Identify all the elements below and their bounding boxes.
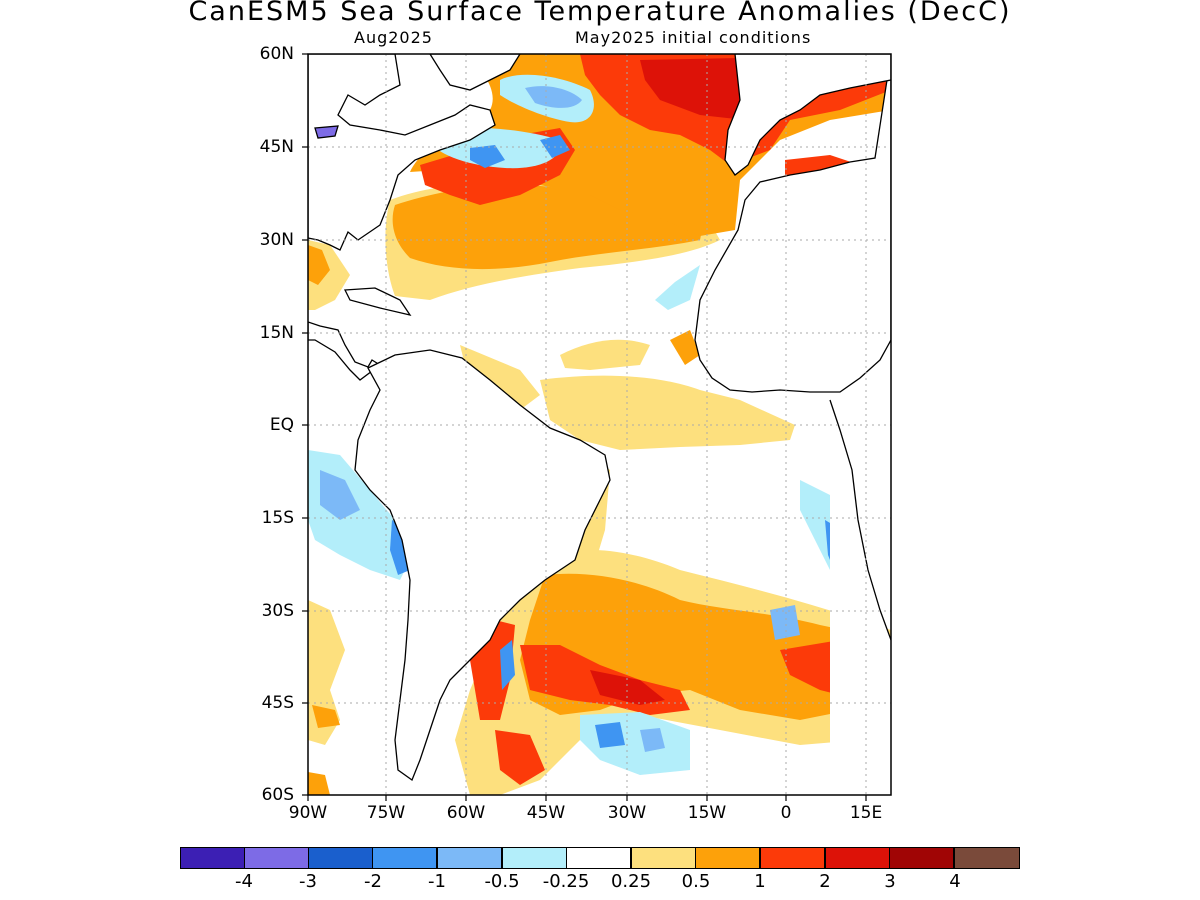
great-lakes: [314, 125, 339, 139]
map-title: CanESM5 Sea Surface Temperature Anomalie…: [188, 0, 1012, 27]
colorbar-label: -0.25: [542, 871, 590, 892]
colorbar-label: 4: [949, 871, 961, 892]
cuba: [343, 287, 412, 317]
africa: [694, 54, 891, 393]
lat-label-30s: 30S: [261, 601, 294, 621]
lat-label-45s: 45S: [261, 693, 294, 713]
lat-label-30n: 30N: [259, 230, 294, 250]
colorbar-swatch: [760, 847, 825, 869]
lat-label-15n: 15N: [259, 323, 294, 343]
lat-label-eq: EQ: [269, 415, 294, 435]
lon-label-15w: 15W: [687, 803, 727, 823]
europe: [724, 54, 891, 176]
initial-conditions-label: May2025 initial conditions: [575, 28, 812, 47]
lat-lon-grid: [308, 54, 891, 795]
lon-label-30w: 30W: [607, 803, 647, 823]
colorbar-label: -3: [299, 871, 317, 892]
lon-label-75w: 75W: [366, 803, 406, 823]
colorbar-swatch: [502, 847, 567, 869]
africa-south: [830, 400, 891, 795]
colorbar-label: -1: [428, 871, 446, 892]
colorbar-label: -0.5: [484, 871, 520, 892]
colorbar-label: 0.25: [610, 871, 652, 892]
colorbar-swatch: [372, 847, 437, 869]
colorbar-swatch: [631, 847, 696, 869]
colorbar-label: 3: [884, 871, 896, 892]
lat-label-45n: 45N: [259, 137, 294, 157]
lon-label-45w: 45W: [526, 803, 566, 823]
colorbar-swatch: [244, 847, 309, 869]
colorbar-swatch: [889, 847, 954, 869]
colorbar-label: -4: [235, 871, 253, 892]
lon-label-90w: 90W: [288, 803, 328, 823]
colorbar-swatch: [954, 847, 1020, 869]
lat-label-15s: 15S: [261, 508, 294, 528]
lon-label-0: 0: [780, 803, 792, 823]
colorbar-swatch: [825, 847, 890, 869]
lon-label-60w: 60W: [446, 803, 486, 823]
colorbar-swatch: [566, 847, 631, 869]
forecast-month-label: Aug2025: [354, 28, 433, 47]
colorbar-swatch: [308, 847, 373, 869]
colorbar-swatch: [695, 847, 760, 869]
greenland-labrador: [429, 54, 521, 91]
lat-label-60s: 60S: [261, 785, 294, 805]
colorbar-label: 2: [819, 871, 831, 892]
colorbar-swatch: [437, 847, 502, 869]
north-america: [308, 54, 496, 251]
lon-label-15e: 15E: [849, 803, 883, 823]
colorbar-label: 1: [754, 871, 766, 892]
colorbar-label: 0.5: [681, 871, 711, 892]
lat-label-60n: 60N: [259, 44, 294, 64]
colorbar-label: -2: [364, 871, 382, 892]
colorbar-swatch: [180, 847, 245, 869]
